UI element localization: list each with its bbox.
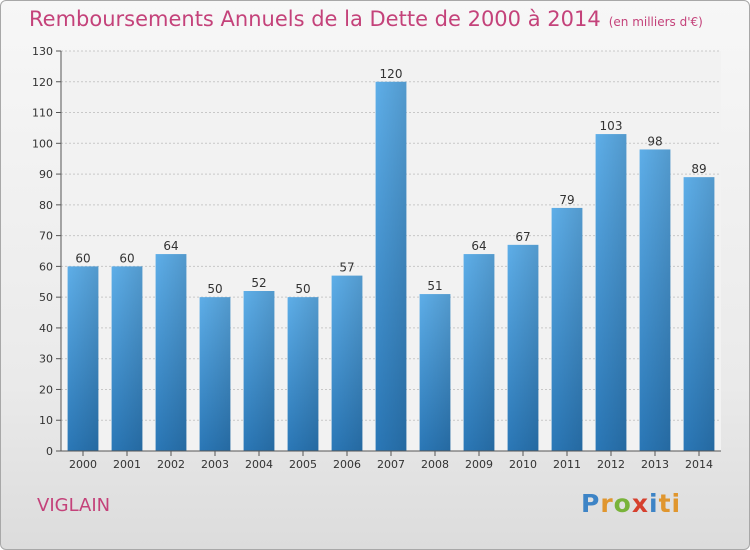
logo-letter: r: [600, 489, 614, 518]
y-tick-label: 120: [32, 76, 53, 89]
bar-value-label: 50: [295, 282, 310, 296]
bar-shade: [67, 266, 99, 451]
x-tick-label: 2005: [289, 458, 317, 471]
bar-value-label: 57: [339, 261, 354, 275]
bar-value-label: 52: [251, 276, 266, 290]
y-tick-label: 80: [39, 199, 53, 212]
x-tick-label: 2009: [465, 458, 493, 471]
bar-shade: [507, 244, 539, 451]
y-tick-label: 30: [39, 353, 53, 366]
x-tick-label: 2002: [157, 458, 185, 471]
x-tick-label: 2008: [421, 458, 449, 471]
logo-letter: P: [581, 489, 601, 518]
x-tick-label: 2004: [245, 458, 273, 471]
x-tick-label: 2003: [201, 458, 229, 471]
bar-shade: [683, 177, 715, 451]
x-tick-label: 2007: [377, 458, 405, 471]
bar-value-label: 60: [119, 251, 134, 265]
y-tick-label: 110: [32, 107, 53, 120]
bar-value-label: 79: [559, 193, 574, 207]
bar-shade: [287, 297, 319, 451]
chart-unit: (en milliers d'€): [608, 15, 703, 29]
bar-shade: [639, 149, 671, 451]
y-tick-label: 0: [46, 445, 53, 458]
logo-letter: o: [613, 489, 632, 518]
bar-shade: [463, 254, 495, 451]
y-tick-label: 50: [39, 291, 53, 304]
bar-value-label: 50: [207, 282, 222, 296]
y-tick-label: 70: [39, 230, 53, 243]
bar-shade: [331, 275, 363, 451]
x-tick-label: 2014: [685, 458, 713, 471]
bar-value-label: 64: [163, 239, 178, 253]
x-tick-label: 2011: [553, 458, 581, 471]
y-tick-label: 130: [32, 45, 53, 58]
x-tick-label: 2012: [597, 458, 625, 471]
y-tick-label: 40: [39, 322, 53, 335]
bar-shade: [199, 297, 231, 451]
bar-value-label: 60: [75, 251, 90, 265]
bar-value-label: 51: [427, 279, 442, 293]
y-tick-label: 60: [39, 260, 53, 273]
bar-shade: [243, 291, 275, 451]
x-tick-label: 2000: [69, 458, 97, 471]
x-tick-label: 2001: [113, 458, 141, 471]
x-tick-label: 2010: [509, 458, 537, 471]
x-tick-label: 2013: [641, 458, 669, 471]
y-tick-label: 90: [39, 168, 53, 181]
logo-letter: ti: [658, 489, 682, 518]
proxiti-logo: Proxiti: [581, 489, 681, 518]
y-tick-label: 20: [39, 383, 53, 396]
bar-layer: 60 60 64 50 52 50 57 120 51 64 67 79 103 98 89: [67, 67, 715, 452]
y-tick-label: 100: [32, 137, 53, 150]
bar-shade: [111, 266, 143, 451]
chart-title-text: Remboursements Annuels de la Dette de 20…: [29, 7, 601, 31]
bar-value-label: 103: [600, 119, 623, 133]
logo-letter: x: [631, 489, 649, 518]
bar-value-label: 64: [471, 239, 486, 253]
place-name: VIGLAIN: [37, 495, 111, 516]
logo-letter: i: [649, 489, 659, 518]
bar-value-label: 67: [515, 230, 530, 244]
bar-value-label: 98: [647, 134, 662, 148]
axis-layer: 0 10 20 30 40 50 60 70 80 90 100 110 120 130 2000 2001 2…: [32, 45, 721, 471]
bar-value-label: 120: [380, 67, 403, 81]
bar-value-label: 89: [691, 162, 706, 176]
y-tick-label: 10: [39, 414, 53, 427]
bar-shade: [551, 207, 583, 451]
x-tick-label: 2006: [333, 458, 361, 471]
bar-shade: [595, 134, 627, 452]
chart-title: Remboursements Annuels de la Dette de 20…: [29, 7, 703, 31]
bar-shade: [375, 81, 407, 452]
bar-shade: [419, 294, 451, 451]
bar-shade: [155, 254, 187, 451]
